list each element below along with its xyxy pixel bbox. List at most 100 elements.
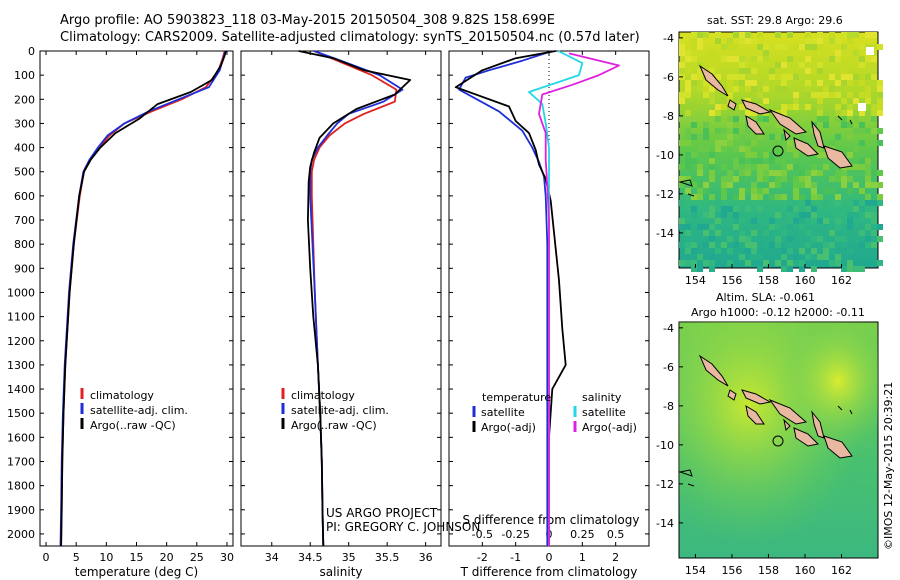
x-tick-label: 5 bbox=[73, 551, 80, 564]
sla-map-title-2: Argo h1000: -0.12 h2000: -0.11 bbox=[691, 306, 865, 319]
top-tick-label: 0.25 bbox=[570, 528, 595, 541]
map-x-tick-label: 156 bbox=[721, 274, 742, 287]
y-tick-label: 1400 bbox=[7, 383, 35, 396]
sla-islands bbox=[678, 354, 853, 487]
y-tick-label: 1900 bbox=[7, 504, 35, 517]
x-tick-label: 30 bbox=[220, 551, 234, 564]
x-axis-label: T difference from climatology bbox=[460, 565, 638, 579]
island bbox=[793, 427, 820, 447]
island bbox=[811, 120, 825, 149]
sla-map-axes: -4 -6 -8 -10 -12 -14 154 156 158 160 162 bbox=[656, 322, 852, 577]
x-tick-label: 35 bbox=[342, 551, 356, 564]
y-tick-label: 1500 bbox=[7, 407, 35, 420]
salinity-panel: 34 34.5 35 35.5 36 salinity climatology satelli… bbox=[240, 50, 442, 579]
map-y-tick-label: -6 bbox=[663, 71, 674, 84]
imos-watermark: ©IMOS 12-May-2015 20:39:21 bbox=[882, 382, 895, 550]
map-x-tick-label: 162 bbox=[831, 274, 852, 287]
island bbox=[745, 404, 765, 425]
legend-label: Argo(-adj) bbox=[582, 421, 637, 434]
map-y-tick-label: -8 bbox=[663, 110, 674, 123]
map-y-tick-label: -6 bbox=[663, 361, 674, 374]
argo-location-marker-sla bbox=[772, 435, 784, 447]
y-tick-label: 2000 bbox=[7, 528, 35, 541]
legend-label: Argo(-adj) bbox=[481, 421, 536, 434]
island bbox=[698, 354, 729, 387]
island bbox=[811, 410, 825, 439]
sst-map-axes: -4 -6 -8 -10 -12 -14 154 156 158 160 162 bbox=[656, 32, 852, 287]
y-tick-label: 1600 bbox=[7, 431, 35, 444]
island bbox=[793, 137, 820, 157]
coast-fragment bbox=[678, 469, 695, 487]
coast-fragment bbox=[678, 179, 695, 197]
x-tick-label: 34.5 bbox=[298, 551, 323, 564]
island bbox=[745, 114, 765, 135]
sst-map bbox=[678, 31, 883, 272]
island bbox=[727, 389, 737, 401]
island bbox=[727, 99, 737, 111]
legend-label: satellite-adj. clim. bbox=[90, 404, 188, 417]
map-x-tick-label: 154 bbox=[685, 274, 706, 287]
x-axis-label: temperature (deg C) bbox=[75, 565, 198, 579]
map-y-tick-label: -12 bbox=[656, 188, 674, 201]
x-tick-label: 0 bbox=[546, 551, 553, 564]
y-tick-label: 100 bbox=[14, 69, 35, 82]
x-tick-label: 25 bbox=[190, 551, 204, 564]
x-tick-label: -2 bbox=[477, 551, 488, 564]
coast-fragment bbox=[837, 405, 853, 415]
island bbox=[783, 128, 791, 142]
plot-frame bbox=[240, 50, 442, 547]
island bbox=[741, 99, 772, 115]
y-tick-label: 1300 bbox=[7, 359, 35, 372]
island bbox=[768, 108, 808, 135]
y-tick-label: 700 bbox=[14, 214, 35, 227]
map-x-tick-label: 162 bbox=[831, 564, 852, 577]
x-tick-label: 2 bbox=[612, 551, 619, 564]
title-line-1: Argo profile: AO 5903823_118 03-May-2015… bbox=[60, 13, 555, 28]
plot-frame bbox=[39, 50, 234, 547]
y-tick-label: 300 bbox=[14, 117, 35, 130]
x-tick-label: 0 bbox=[43, 551, 50, 564]
island bbox=[823, 145, 853, 169]
map-y-tick-label: -10 bbox=[656, 439, 674, 452]
map-x-tick-label: 154 bbox=[685, 564, 706, 577]
island bbox=[698, 64, 729, 97]
x-tick-label: 35.5 bbox=[375, 551, 400, 564]
island bbox=[741, 389, 772, 405]
series-line-s-argo bbox=[538, 52, 620, 546]
sst-map-title: sat. SST: 29.8 Argo: 29.6 bbox=[707, 14, 843, 27]
x-tick-label: 15 bbox=[130, 551, 144, 564]
legend-label: climatology bbox=[90, 389, 154, 402]
x-tick-label: -1 bbox=[510, 551, 521, 564]
x-tick-label: 34 bbox=[265, 551, 279, 564]
island bbox=[783, 418, 791, 432]
project-label: US ARGO PROJECT bbox=[326, 506, 438, 520]
map-x-tick-label: 158 bbox=[758, 564, 779, 577]
legend-label: Argo(..raw -QC) bbox=[90, 419, 176, 432]
y-tick-label: 500 bbox=[14, 166, 35, 179]
y-tick-label: 1100 bbox=[7, 311, 35, 324]
legend-title-salinity: salinity bbox=[582, 391, 622, 404]
y-tick-label: 1800 bbox=[7, 480, 35, 493]
top-axis-label: S difference from climatology bbox=[463, 513, 640, 527]
map-y-tick-label: -14 bbox=[656, 227, 674, 240]
legend-label: Argo(..raw -QC) bbox=[291, 419, 377, 432]
legend-label: satellite bbox=[582, 406, 626, 419]
x-tick-label: 10 bbox=[99, 551, 113, 564]
y-tick-label: 900 bbox=[14, 262, 35, 275]
y-tick-label: 600 bbox=[14, 190, 35, 203]
y-tick-label: 1200 bbox=[7, 335, 35, 348]
legend-label: satellite-adj. clim. bbox=[291, 404, 389, 417]
map-y-tick-label: -12 bbox=[656, 478, 674, 491]
sst-map-pixels bbox=[679, 32, 883, 272]
x-axis-label: salinity bbox=[319, 565, 362, 579]
sla-map bbox=[678, 321, 879, 559]
y-tick-label: 1000 bbox=[7, 286, 35, 299]
series-line-argo bbox=[60, 50, 227, 547]
legend-label: satellite bbox=[481, 406, 525, 419]
island bbox=[823, 435, 853, 459]
map-x-tick-label: 160 bbox=[794, 274, 815, 287]
map-y-tick-label: -14 bbox=[656, 517, 674, 530]
y-tick-label: 0 bbox=[28, 45, 35, 58]
sst-islands bbox=[678, 64, 853, 197]
island bbox=[768, 398, 808, 425]
